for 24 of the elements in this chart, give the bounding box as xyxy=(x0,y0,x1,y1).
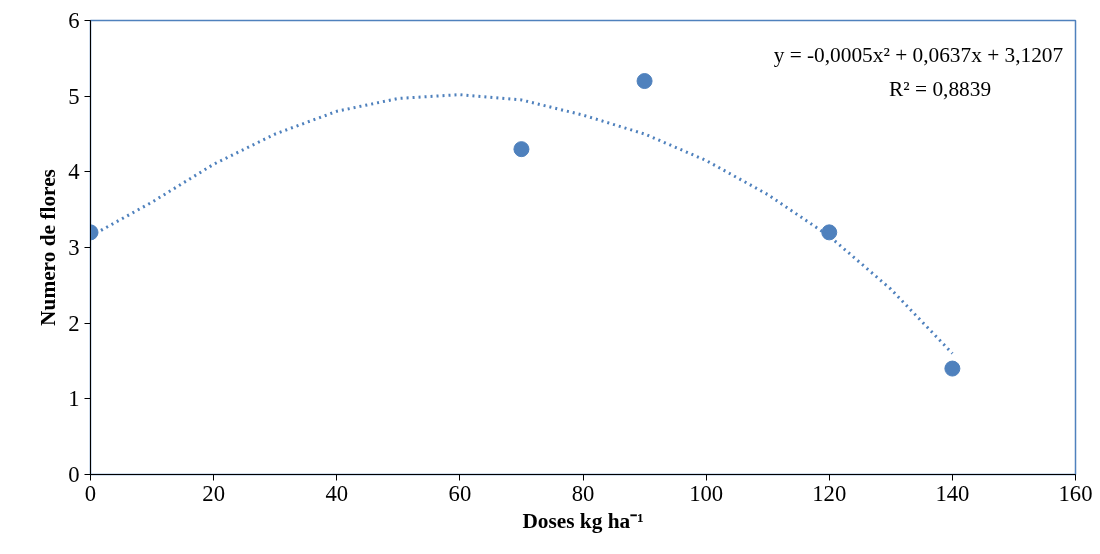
y-tick-label: 3 xyxy=(68,235,80,260)
annotation: R² = 0,8839 xyxy=(889,76,992,101)
y-tick-label: 1 xyxy=(68,386,80,412)
x-tick-label: 60 xyxy=(448,480,472,506)
x-tick-label: 100 xyxy=(689,480,724,506)
y-tick-label: 4 xyxy=(68,159,80,185)
x-tick-label: 40 xyxy=(325,480,349,506)
y-axis-title: Numero de flores xyxy=(36,169,61,326)
x-tick-label: 160 xyxy=(1058,480,1093,506)
x-tick-label: 140 xyxy=(935,480,970,506)
y-tick-label: 5 xyxy=(68,83,80,109)
x-tick-label: 80 xyxy=(571,480,595,506)
x-axis-title: Doses kg ha⁻¹ xyxy=(522,508,644,533)
y-tick-label: 2 xyxy=(68,310,80,336)
y-tick-label: 0 xyxy=(68,462,80,487)
x-tick-label: 120 xyxy=(812,480,847,506)
point xyxy=(513,141,530,158)
x-tick-label: 0 xyxy=(84,480,97,506)
point xyxy=(636,73,653,90)
point xyxy=(944,360,961,377)
y-tick-label: 6 xyxy=(68,8,80,33)
x-tick-label: 20 xyxy=(202,480,225,506)
point xyxy=(821,224,838,241)
annotation: y = -0,0005x² + 0,0637x + 3,1207 xyxy=(773,42,1064,67)
